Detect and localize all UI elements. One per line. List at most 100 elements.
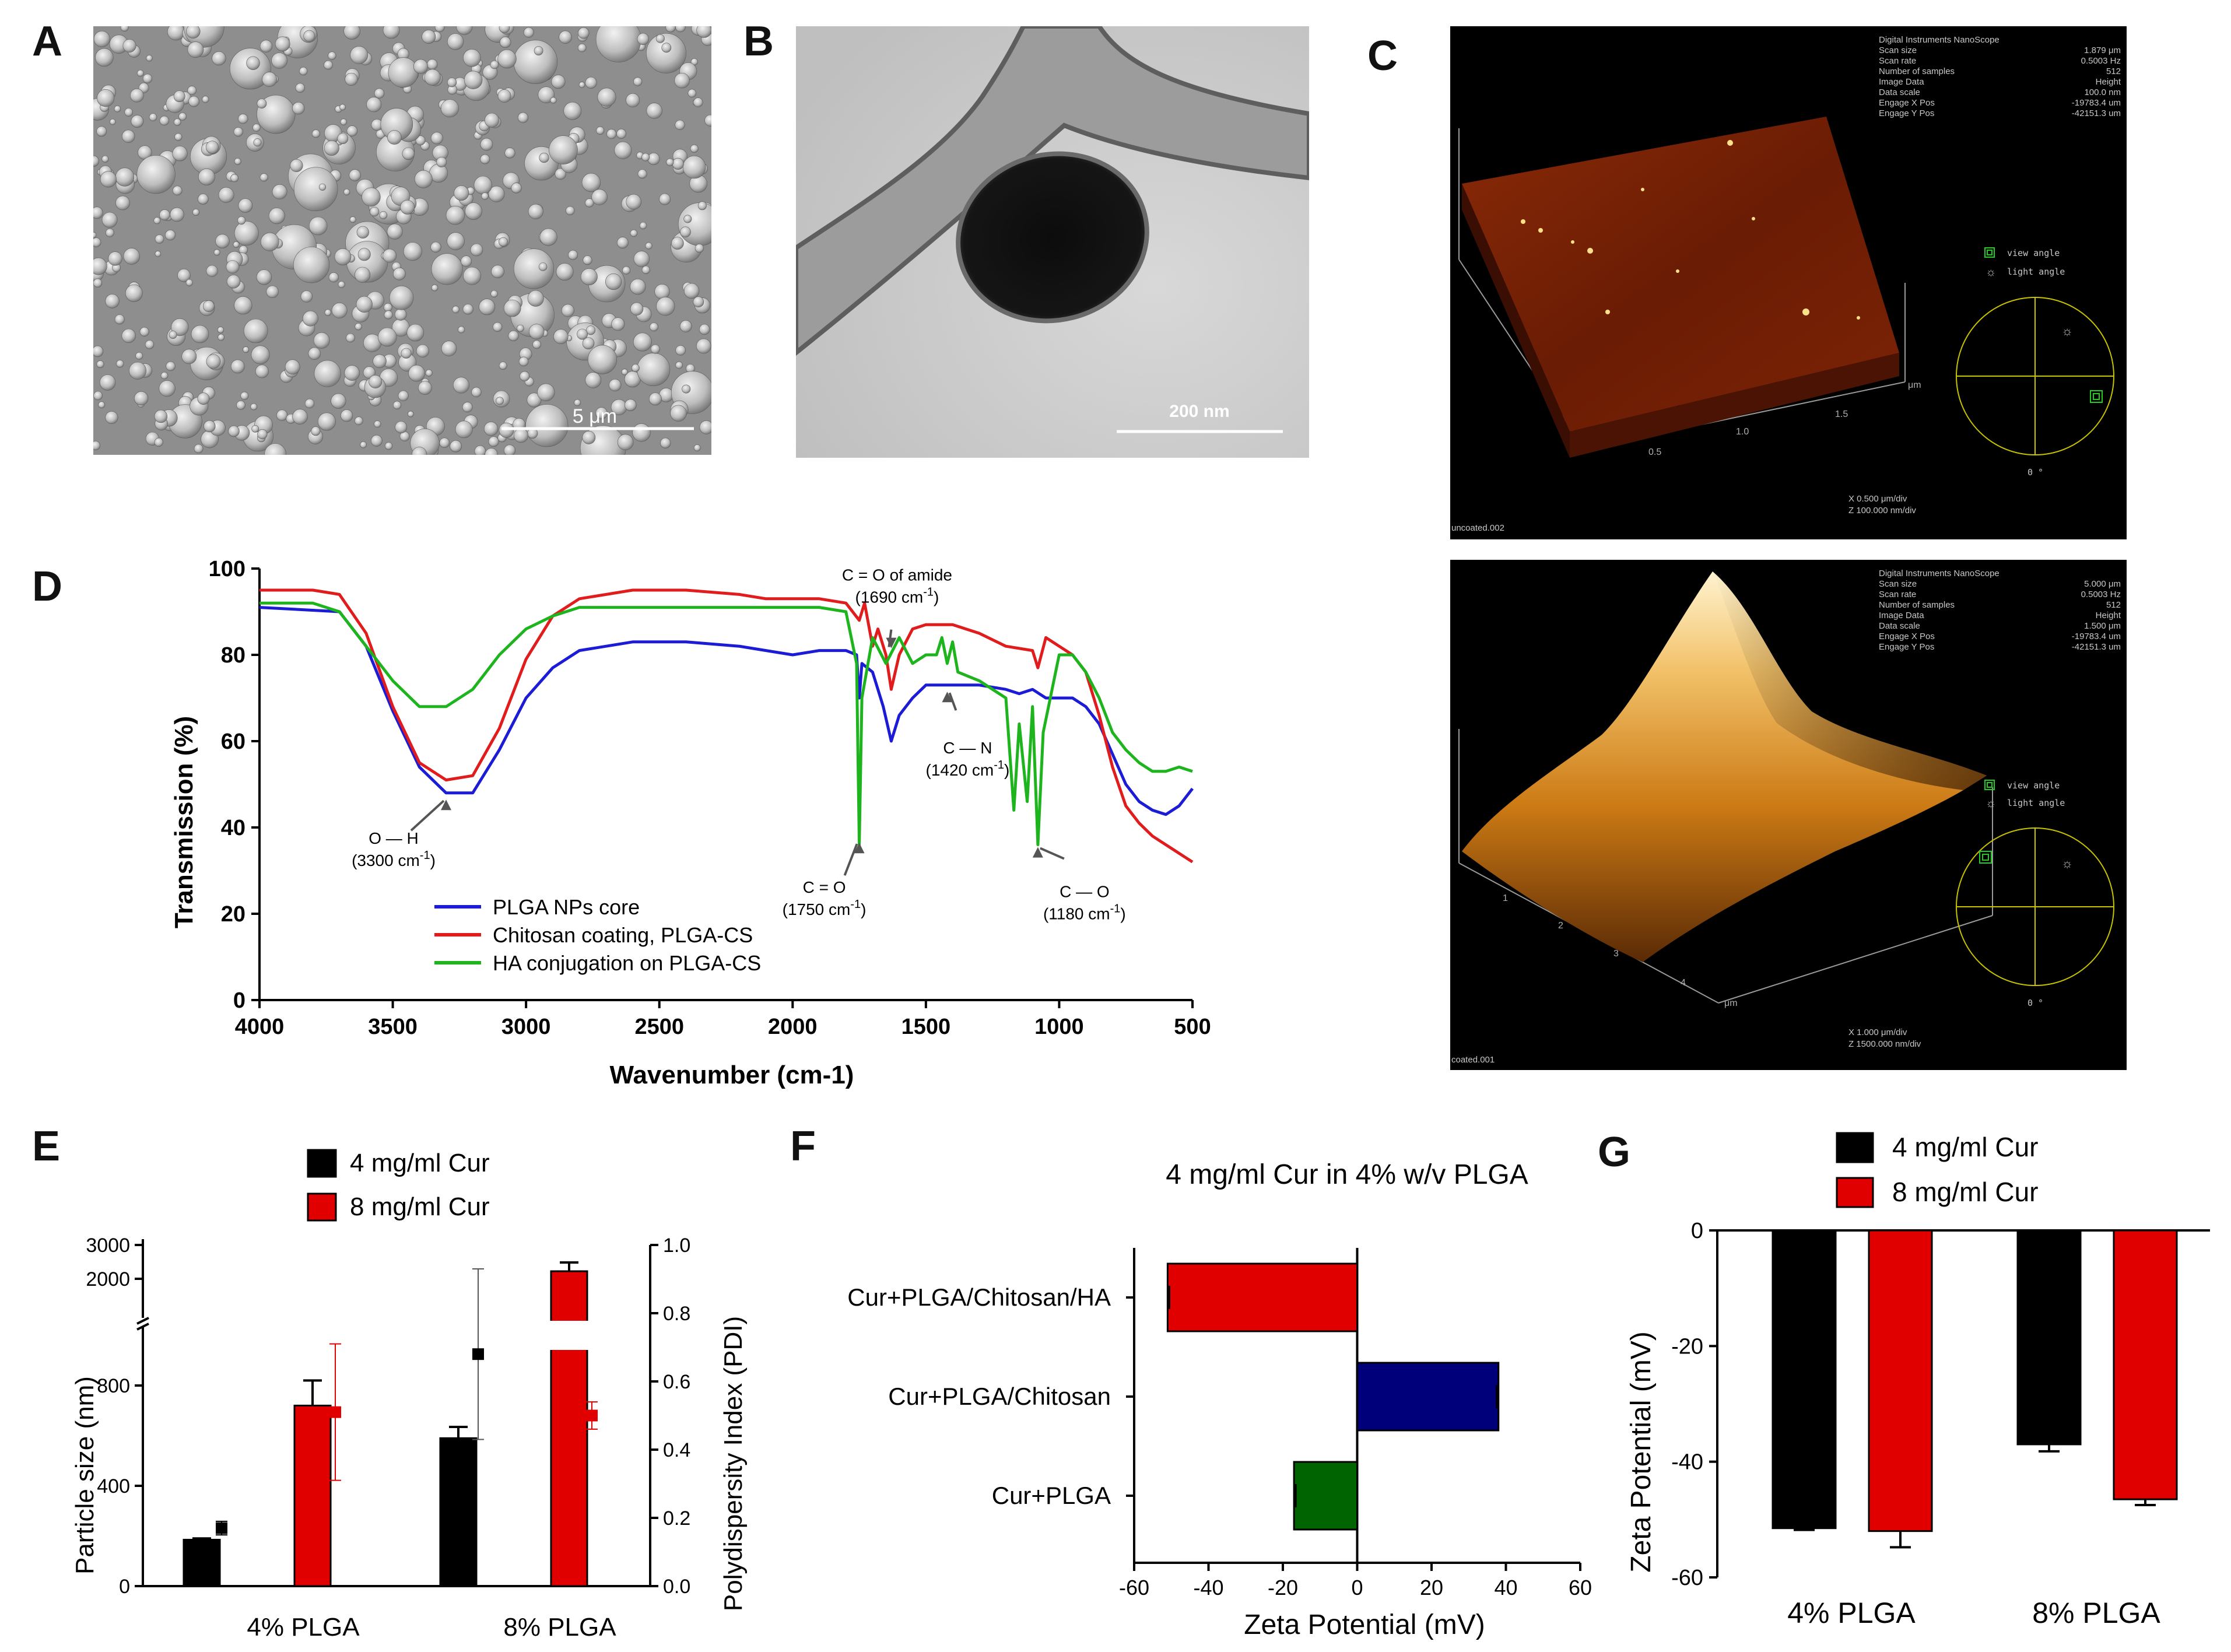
sem-particle	[255, 364, 269, 378]
afm-bottom-tick-2: 2	[1558, 921, 1563, 931]
size-y-tick-label: 3000	[86, 1234, 130, 1257]
sem-particle	[462, 304, 473, 315]
sem-particle	[626, 93, 640, 107]
zeta-h-x-tick-label: 0	[1351, 1576, 1363, 1600]
sem-particle	[233, 241, 240, 248]
sem-particle	[387, 130, 402, 145]
sem-particle	[622, 266, 631, 275]
sem-particle	[655, 34, 665, 43]
sem-particle	[308, 216, 328, 236]
sem-particle	[228, 425, 240, 437]
sem-particle	[125, 284, 143, 302]
sem-particle	[292, 409, 308, 425]
sem-particle	[616, 128, 627, 139]
ftir-annotation-label: O — H	[369, 829, 419, 847]
sem-particle	[105, 294, 120, 308]
sem-particle	[93, 232, 97, 238]
sem-particle	[415, 135, 426, 146]
sem-particle	[268, 208, 285, 225]
sem-particle	[259, 40, 273, 52]
sem-particle	[499, 362, 507, 370]
sem-particle	[304, 398, 315, 409]
zeta-v-legend-label: 4 mg/ml Cur	[1892, 1132, 2038, 1162]
sem-particle	[637, 169, 647, 179]
sem-particle	[527, 290, 544, 307]
sem-particle	[556, 263, 574, 281]
sem-particle	[204, 420, 216, 433]
zeta-vertical-y-axis-label: Zeta Potential (mV)	[1626, 1331, 1657, 1572]
size-bar	[183, 1538, 221, 1587]
sem-particle	[226, 275, 241, 289]
sem-particle	[499, 36, 511, 48]
sem-particle	[165, 230, 176, 241]
sem-particle	[424, 69, 441, 86]
sem-particle	[346, 125, 358, 136]
sem-particle	[250, 403, 258, 411]
sem-particle	[499, 422, 514, 438]
afm-param-key: Scan size	[1879, 579, 1917, 589]
sem-particle	[528, 324, 545, 340]
sem-particle	[671, 237, 684, 250]
sem-particle	[105, 411, 118, 424]
sem-particle	[343, 188, 350, 195]
sem-particle	[585, 325, 595, 335]
sem-particle	[135, 352, 143, 360]
sem-particle	[580, 268, 598, 286]
sem-particle	[324, 309, 332, 316]
afm-bottom-light-angle: light angle	[2007, 798, 2065, 808]
sem-particle	[491, 265, 504, 279]
sem-particle	[324, 140, 339, 156]
sem-particle	[198, 168, 215, 185]
ftir-y-axis-label: Transmission (%)	[170, 716, 198, 928]
sem-particle	[356, 226, 369, 239]
sem-particle	[680, 226, 691, 238]
sem-particle	[202, 300, 215, 313]
panel-label-f: F	[790, 1123, 816, 1170]
afm-param-key: Engage X Pos	[1879, 98, 1935, 108]
sem-particle	[354, 416, 363, 426]
sem-particle	[243, 318, 268, 343]
zeta-v-legend-swatch	[1836, 1132, 1874, 1163]
ftir-x-tick-label: 4000	[235, 1015, 285, 1039]
sem-particle	[272, 184, 287, 199]
sem-particle	[675, 345, 686, 356]
sem-particle	[96, 360, 104, 369]
sem-particle	[146, 55, 153, 62]
afm-top-header-title: Digital Instruments NanoScope	[1879, 35, 2000, 45]
sem-particle	[539, 152, 549, 163]
sem-particle	[637, 33, 649, 45]
sem-particle	[202, 96, 209, 103]
sem-particle	[355, 322, 362, 331]
ftir-x-axis-label: Wavenumber (cm-1)	[610, 1061, 854, 1089]
sem-particle	[646, 103, 662, 119]
sem-particle	[173, 118, 181, 126]
sem-particle	[624, 399, 637, 412]
sem-particle	[379, 211, 388, 219]
sem-scale-label: 5 μm	[573, 405, 617, 427]
sem-particle	[370, 206, 380, 217]
sem-particle	[349, 216, 356, 223]
sem-particle	[675, 361, 683, 369]
sem-particle	[212, 51, 226, 66]
sem-particle	[583, 255, 592, 265]
sem-particle	[217, 327, 224, 334]
sem-particle	[633, 251, 650, 267]
zeta-h-x-tick-label: 40	[1494, 1576, 1517, 1600]
ftir-y-tick-label: 60	[221, 729, 245, 754]
sem-particle	[528, 204, 543, 219]
zeta-v-y-tick-label: -40	[1671, 1450, 1703, 1475]
ftir-annotation-arrowhead	[886, 637, 897, 648]
sem-particle	[649, 322, 658, 332]
sem-particle	[412, 447, 427, 455]
sem-particle	[206, 354, 221, 369]
sem-particle	[694, 244, 704, 253]
sem-particle	[632, 423, 651, 442]
sem-particle	[465, 202, 482, 220]
ftir-x-tick-label: 1500	[901, 1015, 951, 1039]
ftir-annotation-arrow	[410, 799, 445, 832]
afm-param-key: Scan size	[1879, 45, 1917, 55]
sem-particle	[311, 129, 321, 138]
sem-particle	[362, 187, 381, 206]
ftir-annotation-arrow	[1040, 847, 1065, 860]
ftir-series-line-2	[259, 588, 1194, 864]
